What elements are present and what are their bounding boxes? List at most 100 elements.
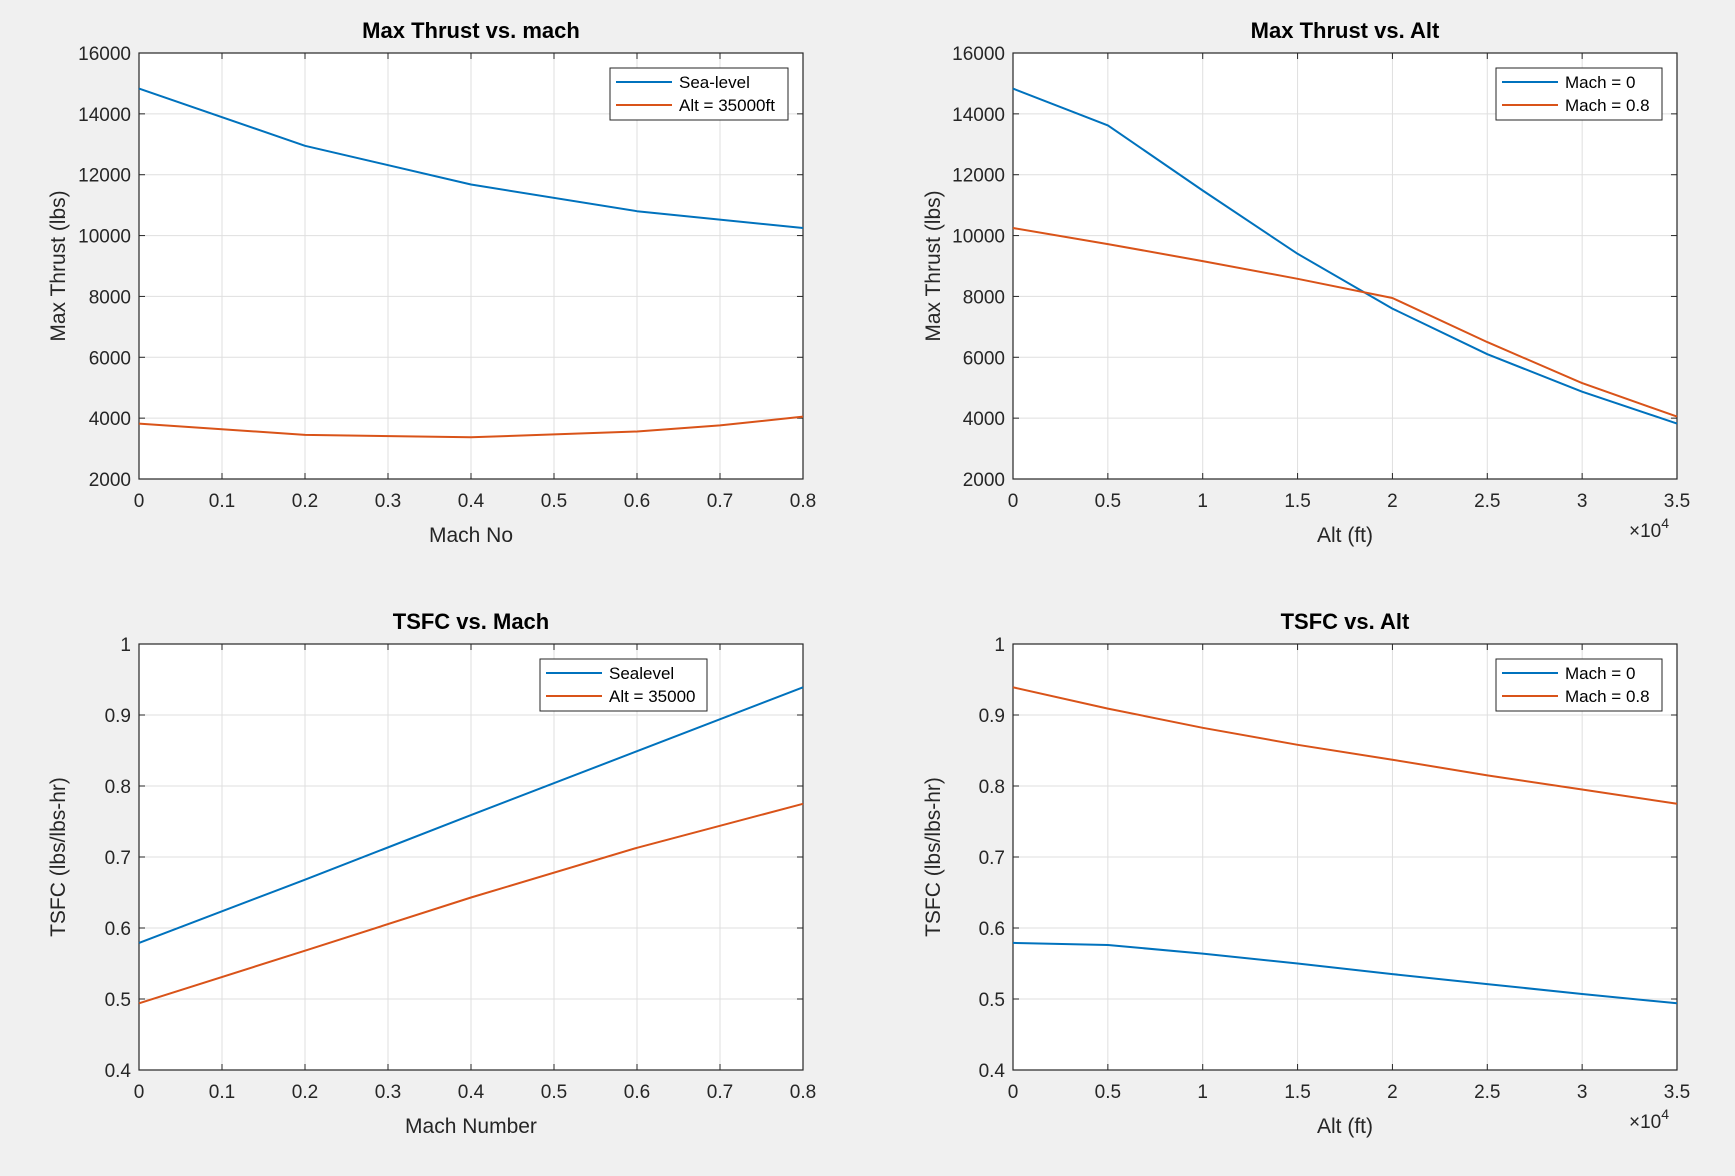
y-tick-label: 8000 xyxy=(89,287,131,308)
x-tick-label: 0.8 xyxy=(790,491,816,512)
y-tick-label: 12000 xyxy=(952,166,1005,187)
chart-2: 0 0.5 1 1.5 2 2.5 3 3.5 2000 4000 6000 8000 10000 120… xyxy=(922,18,1690,547)
legend-label-1: Sea-level xyxy=(679,73,750,92)
y-tick-label: 0.5 xyxy=(105,990,131,1011)
y-tick-label: 0.7 xyxy=(979,848,1005,869)
x-tick-label: 0.3 xyxy=(375,491,401,512)
x-tick-label: 0.7 xyxy=(707,491,733,512)
series-line-2 xyxy=(1012,227,1678,418)
x-tick-label: 0.4 xyxy=(458,1082,485,1103)
x-tick-label: 2.5 xyxy=(1474,1082,1500,1103)
y-axis-label: Max Thrust (lbs) xyxy=(47,190,70,341)
y-tick-label: 0.9 xyxy=(105,706,131,727)
x-tick-label: 0.5 xyxy=(541,1082,567,1103)
x-tick-label: 0.6 xyxy=(624,1082,650,1103)
y-tick-label: 4000 xyxy=(89,409,131,430)
y-tick-label: 0.8 xyxy=(979,777,1005,798)
legend-label-2: Mach = 0.8 xyxy=(1565,96,1650,115)
legend-label-1: Mach = 0 xyxy=(1565,664,1635,683)
x-exponent-power: 4 xyxy=(1661,1106,1669,1122)
y-tick-label: 0.6 xyxy=(979,919,1005,940)
x-tick-label: 0.5 xyxy=(1095,1082,1121,1103)
legend-label-1: Mach = 0 xyxy=(1565,73,1635,92)
x-tick-label: 0.6 xyxy=(624,491,650,512)
series-line-1 xyxy=(138,87,804,229)
x-tick-label: 3.5 xyxy=(1664,1082,1690,1103)
legend-label-2: Alt = 35000ft xyxy=(679,96,775,115)
axes-border xyxy=(1012,643,1678,1071)
x-tick-label: 1 xyxy=(1197,491,1208,512)
series-line-1 xyxy=(138,686,804,944)
chart-title: TSFC vs. Mach xyxy=(393,609,549,634)
x-axis-label: Mach Number xyxy=(405,1115,537,1138)
legend-label-1: Sealevel xyxy=(609,664,674,683)
x-tick-label: 0.3 xyxy=(375,1082,401,1103)
x-tick-label: 0.5 xyxy=(1095,491,1121,512)
axes-border xyxy=(138,52,804,480)
y-tick-label: 1 xyxy=(994,635,1005,656)
x-tick-label: 0 xyxy=(1008,1082,1019,1103)
series-line-1 xyxy=(1012,87,1678,425)
x-tick-label: 1.5 xyxy=(1284,1082,1310,1103)
chart-title: Max Thrust vs. mach xyxy=(362,18,580,43)
x-tick-label: 3 xyxy=(1577,1082,1588,1103)
x-tick-label: 0 xyxy=(134,1082,145,1103)
y-tick-label: 8000 xyxy=(963,287,1005,308)
y-tick-label: 0.7 xyxy=(105,848,131,869)
legend-box xyxy=(609,67,789,121)
legend-label-2: Mach = 0.8 xyxy=(1565,687,1650,706)
chart-title: Max Thrust vs. Alt xyxy=(1251,18,1440,43)
y-tick-label: 0.5 xyxy=(979,990,1005,1011)
x-tick-label: 2 xyxy=(1387,491,1398,512)
y-tick-label: 14000 xyxy=(78,105,131,126)
series-line-2 xyxy=(138,415,804,439)
y-tick-label: 0.4 xyxy=(979,1061,1006,1082)
y-tick-label: 16000 xyxy=(78,44,131,65)
legend: Sealevel Alt = 35000 xyxy=(539,658,708,712)
x-tick-label: 3.5 xyxy=(1664,491,1690,512)
x-tick-label: 0.2 xyxy=(292,1082,318,1103)
x-tick-label: 2 xyxy=(1387,1082,1398,1103)
x-tick-label: 2.5 xyxy=(1474,491,1500,512)
y-tick-label: 6000 xyxy=(963,348,1005,369)
x-tick-label: 0.5 xyxy=(541,491,567,512)
legend: Sea-level Alt = 35000ft xyxy=(609,67,789,121)
y-tick-label: 1 xyxy=(120,635,131,656)
plot-area xyxy=(1013,53,1677,479)
y-tick-label: 2000 xyxy=(89,470,131,491)
y-tick-label: 2000 xyxy=(963,470,1005,491)
series-line-2 xyxy=(1012,686,1678,805)
legend-box xyxy=(1495,67,1663,121)
legend: Mach = 0 Mach = 0.8 xyxy=(1495,67,1663,121)
x-tick-label: 1.5 xyxy=(1284,491,1310,512)
y-tick-label: 10000 xyxy=(78,227,131,248)
x-axis-label: Alt (ft) xyxy=(1317,1115,1373,1138)
legend-box xyxy=(1495,658,1663,712)
legend-box xyxy=(539,658,708,712)
x-tick-label: 0 xyxy=(134,491,145,512)
x-tick-label: 1 xyxy=(1197,1082,1208,1103)
x-tick-label: 3 xyxy=(1577,491,1588,512)
series-line-2 xyxy=(138,802,804,1005)
series-line-1 xyxy=(1012,941,1678,1005)
y-tick-label: 6000 xyxy=(89,348,131,369)
axes-border xyxy=(138,643,804,1071)
chart-1: 0 0.1 0.2 0.3 0.4 0.5 0.6 0.7 0.8 2000 4000 6000 800… xyxy=(47,18,816,547)
legend: Mach = 0 Mach = 0.8 xyxy=(1495,658,1663,712)
y-tick-label: 12000 xyxy=(78,166,131,187)
chart-3: 0 0.1 0.2 0.3 0.4 0.5 0.6 0.7 0.8 0.4 0.5 0.6 0.7 0.8… xyxy=(47,609,816,1138)
x-tick-label: 0.4 xyxy=(458,491,485,512)
y-tick-label: 0.9 xyxy=(979,706,1005,727)
y-tick-label: 16000 xyxy=(952,44,1005,65)
y-tick-label: 0.8 xyxy=(105,777,131,798)
chart-title: TSFC vs. Alt xyxy=(1281,609,1410,634)
y-tick-label: 14000 xyxy=(952,105,1005,126)
legend-label-2: Alt = 35000 xyxy=(609,687,696,706)
x-tick-label: 0.2 xyxy=(292,491,318,512)
y-tick-label: 4000 xyxy=(963,409,1005,430)
y-tick-label: 0.6 xyxy=(105,919,131,940)
y-tick-label: 10000 xyxy=(952,227,1005,248)
x-tick-label: 0.1 xyxy=(209,491,235,512)
x-tick-label: 0.1 xyxy=(209,1082,235,1103)
x-exponent-power: 4 xyxy=(1661,515,1669,531)
